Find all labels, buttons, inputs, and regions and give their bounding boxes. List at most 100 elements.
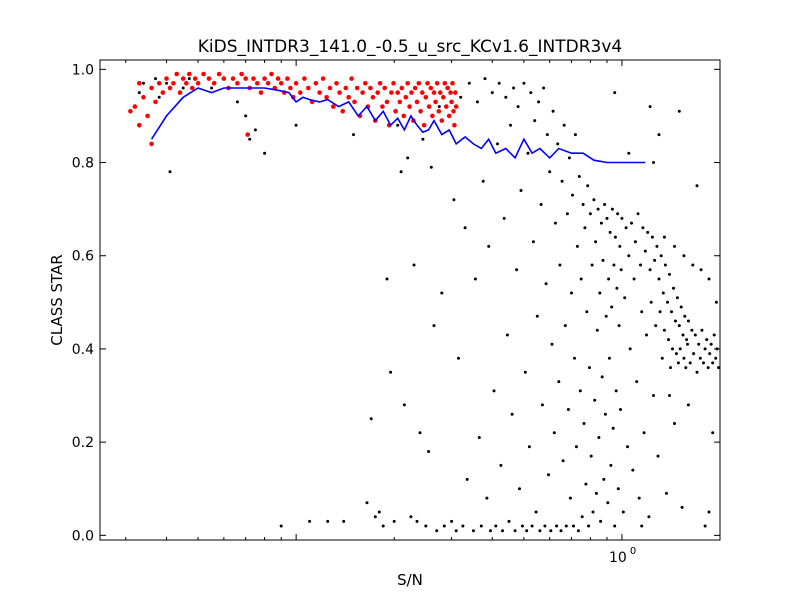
data-point bbox=[473, 277, 477, 281]
data-point bbox=[610, 207, 614, 211]
data-point bbox=[442, 81, 448, 86]
data-point bbox=[492, 389, 496, 393]
data-point bbox=[563, 324, 567, 328]
data-point bbox=[648, 105, 652, 109]
data-point bbox=[354, 85, 360, 91]
data-point bbox=[446, 113, 452, 119]
data-point bbox=[402, 403, 406, 407]
data-point bbox=[657, 277, 661, 281]
y-tick-label: 0.6 bbox=[72, 249, 94, 265]
data-point bbox=[705, 338, 709, 342]
data-point bbox=[342, 519, 346, 523]
data-point bbox=[346, 95, 352, 100]
x-axis-ticks: 10 0 bbox=[125, 60, 721, 566]
data-point bbox=[602, 477, 606, 481]
data-point bbox=[167, 85, 173, 91]
data-point bbox=[572, 524, 575, 528]
data-point bbox=[221, 76, 227, 81]
data-point bbox=[683, 314, 687, 318]
data-point bbox=[592, 198, 596, 202]
data-point bbox=[557, 380, 561, 384]
data-point bbox=[659, 254, 663, 258]
data-point bbox=[265, 81, 271, 86]
data-point bbox=[515, 268, 519, 272]
data-point bbox=[633, 240, 637, 244]
data-point bbox=[254, 81, 260, 86]
data-point bbox=[686, 319, 690, 323]
data-point bbox=[340, 109, 346, 114]
data-point bbox=[201, 71, 206, 77]
data-point bbox=[459, 95, 463, 99]
data-point bbox=[317, 90, 322, 95]
data-point bbox=[352, 99, 357, 105]
data-point bbox=[668, 394, 671, 397]
data-point bbox=[551, 109, 555, 113]
data-point bbox=[184, 81, 189, 86]
data-point bbox=[239, 71, 244, 77]
data-point bbox=[288, 85, 293, 91]
data-point bbox=[648, 268, 652, 272]
data-point bbox=[211, 81, 217, 86]
data-point bbox=[539, 203, 543, 206]
data-point bbox=[137, 122, 142, 128]
data-point bbox=[467, 81, 471, 85]
data-point bbox=[174, 71, 179, 77]
data-point bbox=[555, 524, 559, 528]
series-1 bbox=[128, 71, 459, 147]
data-point bbox=[594, 491, 598, 495]
data-point bbox=[453, 90, 458, 95]
data-point bbox=[657, 133, 661, 137]
data-point bbox=[426, 104, 432, 109]
data-point bbox=[550, 342, 554, 346]
chart-title: KiDS_INTDR3_141.0_-0.5_u_src_KCv1.6_INTD… bbox=[198, 37, 622, 57]
data-point bbox=[675, 296, 679, 300]
data-point bbox=[714, 300, 718, 304]
data-point bbox=[637, 496, 641, 500]
data-point bbox=[692, 352, 696, 356]
data-point bbox=[708, 352, 712, 356]
data-point bbox=[427, 450, 431, 453]
data-point bbox=[665, 491, 668, 495]
data-point bbox=[363, 81, 368, 86]
data-point bbox=[156, 81, 162, 86]
data-point bbox=[586, 184, 590, 188]
data-point bbox=[248, 137, 252, 141]
data-point bbox=[549, 529, 553, 533]
data-point bbox=[531, 240, 535, 244]
data-point bbox=[526, 151, 530, 155]
data-point bbox=[571, 193, 574, 197]
data-point bbox=[613, 524, 617, 528]
data-point bbox=[587, 524, 591, 528]
data-point bbox=[171, 81, 176, 86]
data-point bbox=[589, 454, 593, 458]
data-point bbox=[668, 272, 671, 276]
data-point bbox=[611, 426, 615, 430]
data-point bbox=[190, 85, 195, 91]
data-point bbox=[235, 100, 239, 104]
data-point bbox=[655, 244, 659, 248]
data-point bbox=[308, 519, 312, 523]
data-point bbox=[452, 122, 457, 128]
data-point bbox=[525, 529, 529, 533]
data-point bbox=[235, 81, 240, 86]
data-point bbox=[677, 109, 681, 113]
data-point bbox=[652, 161, 655, 164]
data-point bbox=[577, 175, 581, 178]
data-point bbox=[512, 86, 516, 90]
data-point bbox=[607, 356, 611, 360]
data-point bbox=[661, 291, 665, 295]
data-point bbox=[399, 85, 405, 91]
data-point bbox=[565, 212, 569, 216]
data-point bbox=[581, 203, 585, 206]
data-point bbox=[251, 76, 256, 81]
data-point bbox=[477, 436, 481, 439]
data-point bbox=[667, 338, 670, 342]
data-point bbox=[433, 99, 438, 105]
data-point bbox=[505, 333, 509, 337]
y-tick-label: 0.8 bbox=[72, 156, 94, 172]
data-point bbox=[564, 524, 568, 528]
data-point bbox=[530, 524, 534, 528]
data-point bbox=[399, 170, 403, 174]
data-point bbox=[573, 356, 576, 360]
data-point bbox=[678, 347, 682, 351]
